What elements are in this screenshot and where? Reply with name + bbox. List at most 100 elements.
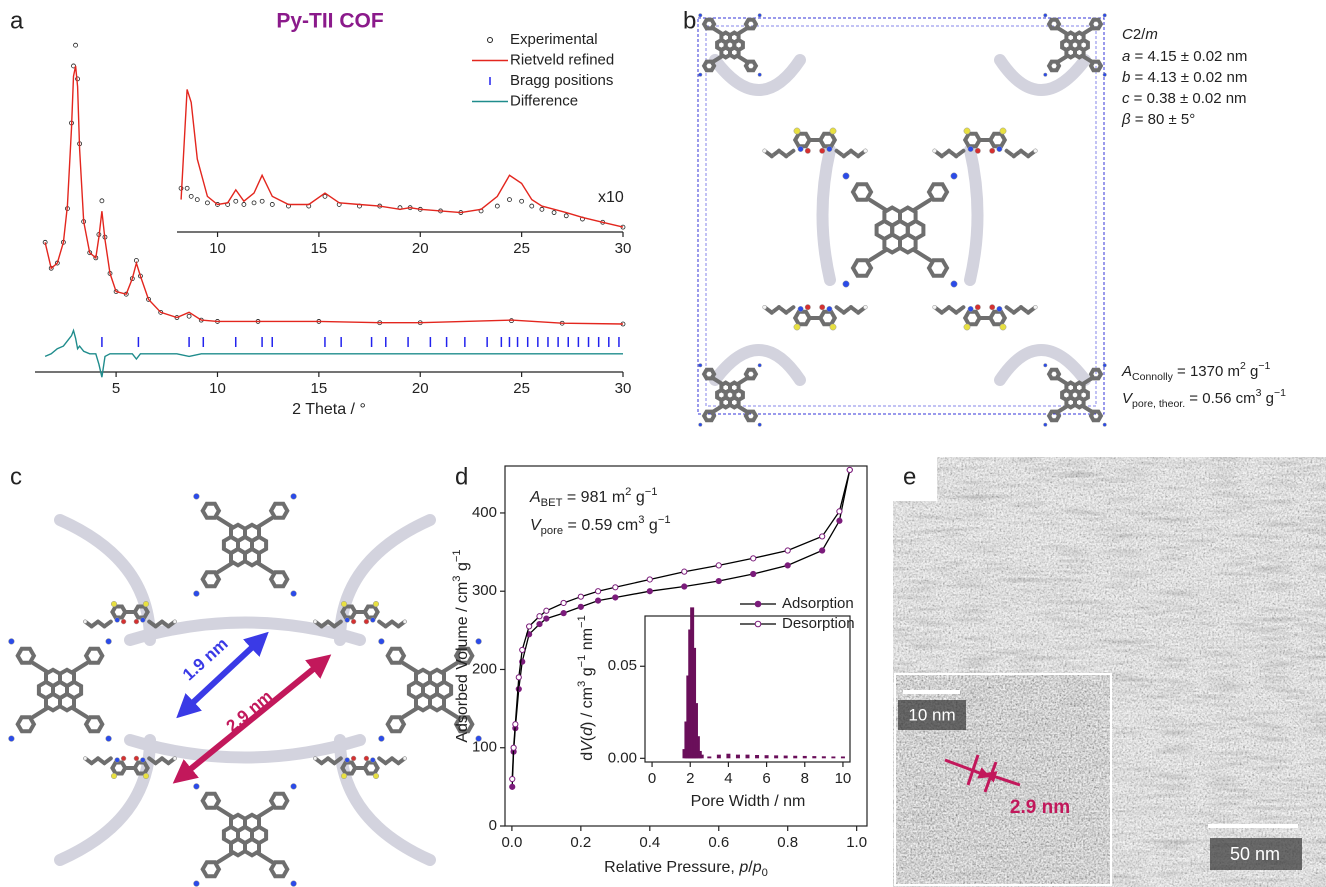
atom xyxy=(990,305,995,310)
annotation-part: A xyxy=(529,489,541,506)
data-point xyxy=(516,675,521,680)
data-point xyxy=(510,784,515,789)
x-tick-label: 30 xyxy=(615,380,632,397)
y-axis-label-part: g xyxy=(579,667,596,680)
ring xyxy=(18,717,34,731)
data-point xyxy=(530,204,534,208)
legend-marker xyxy=(755,621,761,627)
atom xyxy=(763,149,767,153)
bond xyxy=(914,250,930,260)
bond xyxy=(33,663,47,672)
ring xyxy=(820,134,834,146)
pore-volume-part: pore, theor. xyxy=(1132,398,1185,410)
atom xyxy=(951,173,957,179)
y-axis-label-part: −1 xyxy=(451,549,463,562)
atom xyxy=(403,757,407,761)
data-point xyxy=(837,509,842,514)
data-point xyxy=(751,571,756,576)
x-tick-label: 20 xyxy=(412,380,429,397)
atom xyxy=(975,305,980,310)
atom xyxy=(379,736,385,742)
x-tick-label: 5 xyxy=(112,380,120,397)
atom xyxy=(699,14,703,18)
atom xyxy=(115,758,120,763)
data-point xyxy=(682,569,687,574)
data-point xyxy=(189,194,193,198)
pore-volume-part: −1 xyxy=(1274,387,1286,399)
bond xyxy=(738,406,747,412)
legend-marker xyxy=(488,38,493,43)
atom xyxy=(968,146,973,151)
panel-label: b xyxy=(683,7,696,34)
atom xyxy=(1103,364,1107,368)
annotation-part: BET xyxy=(541,497,563,509)
atom xyxy=(951,281,957,287)
ring xyxy=(990,134,1004,146)
y-tick-label: 0 xyxy=(489,817,497,834)
bond xyxy=(714,29,723,35)
data-point xyxy=(520,647,525,652)
data-point xyxy=(561,611,566,616)
annotation-part: −1 xyxy=(658,514,671,526)
atom xyxy=(140,618,145,623)
surface-area-part: A xyxy=(1121,363,1132,380)
bond xyxy=(73,708,87,717)
ring xyxy=(388,649,404,663)
bond xyxy=(258,563,272,572)
x-axis-label-part: 0 xyxy=(762,867,768,879)
bond xyxy=(1083,406,1092,412)
y-axis-label: dV(d) / cm3 g−1 nm−1 xyxy=(576,615,596,761)
data-point xyxy=(185,186,189,190)
bond xyxy=(258,518,272,527)
atom xyxy=(111,773,117,779)
atom xyxy=(83,757,87,761)
annotation-part: g xyxy=(644,517,657,534)
atom xyxy=(313,620,317,624)
x-axis-label-part: Relative Pressure, xyxy=(604,859,739,876)
atom xyxy=(134,619,139,624)
pore-size-label: 2.9 nm xyxy=(223,687,276,736)
data-point xyxy=(564,214,568,218)
data-point xyxy=(595,598,600,603)
data-point xyxy=(613,585,618,590)
atom xyxy=(699,423,703,427)
data-point xyxy=(513,722,518,727)
atom xyxy=(373,773,379,779)
atom xyxy=(699,73,703,77)
ring xyxy=(965,312,979,324)
atom xyxy=(121,756,126,761)
pore-wall xyxy=(60,520,430,860)
data-point xyxy=(682,584,687,589)
atom xyxy=(313,757,317,761)
x-tick-label: 25 xyxy=(513,380,530,397)
data-point xyxy=(595,589,600,594)
legend-label: Adsorption xyxy=(782,595,854,612)
atom xyxy=(798,306,803,311)
data-point xyxy=(252,201,256,205)
atom xyxy=(758,423,762,427)
atom xyxy=(140,758,145,763)
ring xyxy=(929,260,947,276)
bond xyxy=(738,379,747,385)
data-point xyxy=(527,624,532,629)
cell-parameter-part: a xyxy=(1122,48,1130,65)
cell-parameter-part: = 0.38 ± 0.02 nm xyxy=(1130,90,1247,107)
data-point xyxy=(270,202,274,206)
atom xyxy=(403,620,407,624)
ring xyxy=(271,504,287,518)
atom xyxy=(794,324,800,330)
panel-label: d xyxy=(455,463,468,490)
data-point xyxy=(516,686,521,691)
atom xyxy=(341,773,347,779)
atom xyxy=(964,128,970,134)
spacing-label: 2.9 nm xyxy=(1010,797,1070,818)
annotation: x10 xyxy=(598,189,624,206)
atom xyxy=(1044,364,1048,368)
ring xyxy=(853,184,871,200)
data-point xyxy=(578,594,583,599)
surface-area-part: −1 xyxy=(1258,360,1270,372)
scale-label: 50 nm xyxy=(1230,844,1280,864)
data-point xyxy=(544,608,549,613)
y-tick-label: 0.05 xyxy=(608,657,637,674)
ring xyxy=(704,370,714,379)
